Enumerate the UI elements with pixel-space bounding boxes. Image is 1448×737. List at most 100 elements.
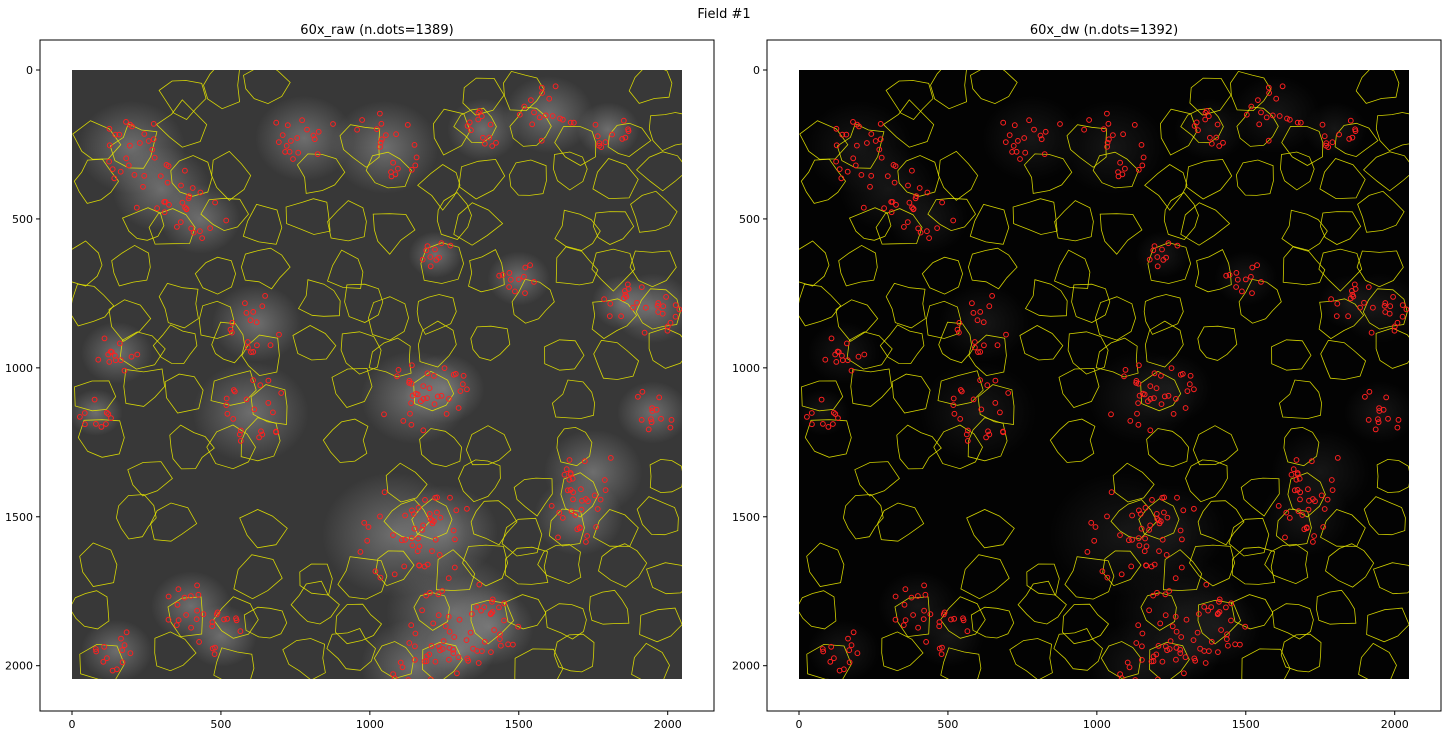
dot-marker <box>311 136 318 143</box>
cell-contour <box>1319 158 1366 200</box>
dot-marker <box>1308 458 1315 465</box>
dot-marker <box>412 657 418 663</box>
cell-glow <box>487 251 551 306</box>
dot-marker <box>429 548 435 554</box>
dot-marker <box>1365 417 1372 423</box>
cell-contour <box>127 461 173 497</box>
dot-marker <box>1136 542 1143 549</box>
dot-marker <box>825 424 832 430</box>
dot-marker <box>412 630 419 637</box>
dot-marker <box>1141 548 1148 555</box>
dot-marker <box>209 619 216 625</box>
dot-marker <box>423 592 430 599</box>
dot-marker <box>412 643 418 650</box>
dot-marker <box>426 385 433 392</box>
cell-contour <box>511 278 555 324</box>
dot-marker <box>1092 524 1099 530</box>
cell-contour <box>108 299 152 342</box>
dot-marker <box>435 612 442 619</box>
dot-marker <box>1258 279 1264 285</box>
dot-marker <box>127 650 134 657</box>
dot-marker <box>253 319 260 326</box>
dot-marker <box>459 381 466 388</box>
dot-marker <box>1286 116 1293 123</box>
dot-marker <box>1295 508 1302 515</box>
cell-contour <box>203 70 241 110</box>
cell-contour <box>372 213 416 255</box>
cell-contour <box>544 603 587 640</box>
dot-marker <box>1139 643 1145 650</box>
cell-contour <box>1138 498 1180 540</box>
dot-marker <box>970 310 977 316</box>
dot-marker <box>956 329 962 336</box>
cell-contour <box>1315 589 1357 625</box>
dot-marker <box>639 388 646 395</box>
dot-marker <box>314 151 321 158</box>
dot-marker <box>487 121 494 128</box>
cell-contour <box>1280 633 1322 673</box>
dot-marker <box>891 179 898 186</box>
dot-marker <box>1156 520 1163 527</box>
dot-marker <box>1154 254 1161 260</box>
cell-contour <box>411 498 453 540</box>
dot-marker <box>1165 240 1172 247</box>
dot-marker <box>867 183 873 190</box>
cell-contour <box>806 542 845 587</box>
cell-glow <box>408 231 463 278</box>
dot-marker <box>1381 302 1388 309</box>
dot-marker <box>1161 393 1168 400</box>
dot-marker <box>1205 607 1211 614</box>
cell-glow <box>1344 381 1409 444</box>
dot-marker <box>521 273 527 280</box>
cell-contour <box>1162 549 1203 591</box>
x-tick-label: 1000 <box>1083 718 1111 731</box>
dot-marker <box>427 515 434 522</box>
dot-marker <box>1294 487 1301 493</box>
cell-contour <box>513 477 553 517</box>
dot-marker <box>655 309 662 315</box>
dot-marker <box>1297 496 1303 503</box>
cell-glow <box>1135 231 1190 278</box>
dot-marker <box>660 303 667 310</box>
dot-marker <box>189 185 196 191</box>
dot-marker <box>394 373 400 380</box>
cell-contour <box>206 424 256 470</box>
dot-marker <box>121 367 128 374</box>
dot-marker <box>447 242 454 249</box>
dot-marker <box>579 497 585 504</box>
dot-marker <box>1347 295 1354 302</box>
dot-marker <box>383 132 389 139</box>
dot-marker <box>1011 122 1018 129</box>
dot-marker <box>506 284 513 290</box>
dot-marker <box>418 398 424 405</box>
dot-marker <box>1162 612 1169 619</box>
dot-marker <box>432 536 439 543</box>
dot-marker <box>424 370 431 377</box>
dot-marker <box>1186 381 1193 388</box>
dot-marker <box>1159 246 1165 253</box>
cell-contour <box>648 327 682 369</box>
dot-marker <box>498 642 504 649</box>
dot-marker <box>480 134 486 141</box>
cell-contour <box>210 370 257 406</box>
cell-contour <box>170 155 213 197</box>
dot-marker <box>131 172 138 178</box>
dot-marker <box>868 172 875 179</box>
dot-marker <box>150 121 157 127</box>
dot-marker <box>538 137 545 144</box>
dot-marker <box>82 421 88 428</box>
dot-marker <box>936 619 943 625</box>
dot-marker <box>567 487 574 493</box>
dot-marker <box>934 225 940 232</box>
dot-marker <box>1329 487 1336 494</box>
cell-glow <box>982 95 1081 182</box>
dot-marker <box>466 119 473 126</box>
dot-marker <box>1370 304 1376 311</box>
cell-contour <box>72 590 110 630</box>
cell-contour <box>1189 544 1236 587</box>
cell-contour <box>164 373 204 414</box>
dot-marker <box>1182 405 1189 411</box>
dot-marker <box>174 601 181 608</box>
dot-marker <box>475 660 482 666</box>
dot-marker <box>594 506 601 512</box>
